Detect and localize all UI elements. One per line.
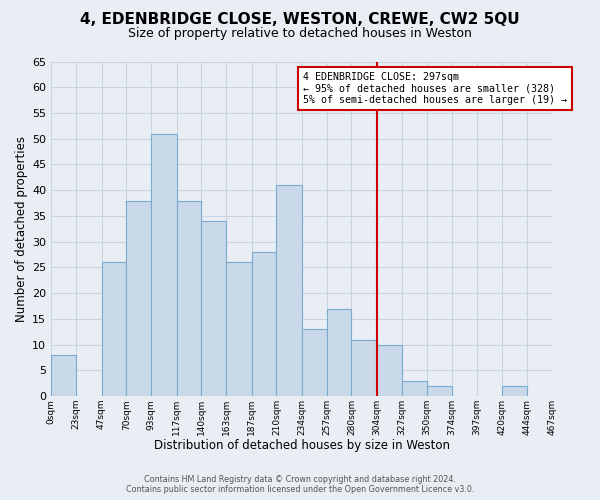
Bar xyxy=(377,344,402,396)
Bar xyxy=(352,340,377,396)
Bar xyxy=(427,386,452,396)
Bar xyxy=(202,221,226,396)
Bar xyxy=(176,200,202,396)
Bar xyxy=(302,329,327,396)
Bar xyxy=(327,308,352,396)
Bar xyxy=(101,262,126,396)
Bar xyxy=(151,134,176,396)
X-axis label: Distribution of detached houses by size in Weston: Distribution of detached houses by size … xyxy=(154,440,449,452)
Bar xyxy=(277,185,302,396)
Bar xyxy=(126,200,151,396)
Text: Contains HM Land Registry data © Crown copyright and database right 2024.
Contai: Contains HM Land Registry data © Crown c… xyxy=(126,474,474,494)
Bar xyxy=(252,252,277,396)
Text: 4 EDENBRIDGE CLOSE: 297sqm
← 95% of detached houses are smaller (328)
5% of semi: 4 EDENBRIDGE CLOSE: 297sqm ← 95% of deta… xyxy=(303,72,567,105)
Text: 4, EDENBRIDGE CLOSE, WESTON, CREWE, CW2 5QU: 4, EDENBRIDGE CLOSE, WESTON, CREWE, CW2 … xyxy=(80,12,520,28)
Y-axis label: Number of detached properties: Number of detached properties xyxy=(15,136,28,322)
Bar xyxy=(51,355,76,396)
Bar xyxy=(226,262,252,396)
Bar xyxy=(402,380,427,396)
Bar xyxy=(502,386,527,396)
Text: Size of property relative to detached houses in Weston: Size of property relative to detached ho… xyxy=(128,28,472,40)
